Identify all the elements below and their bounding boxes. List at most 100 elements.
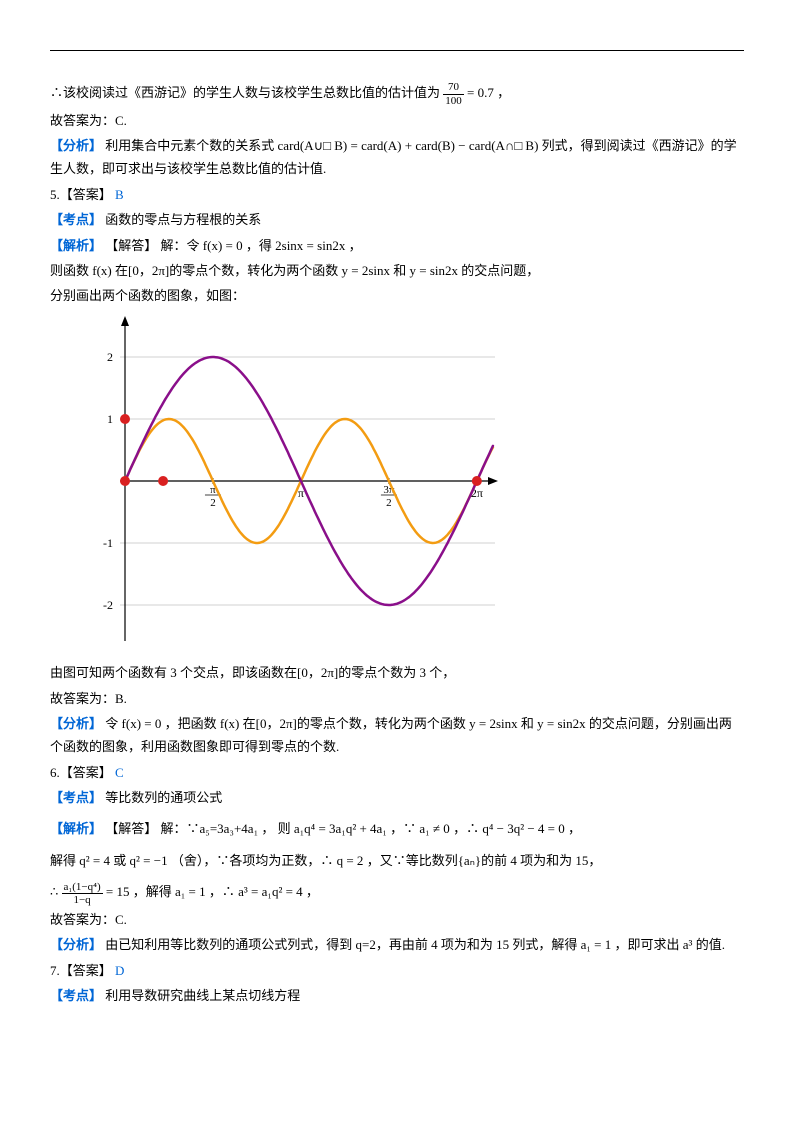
q5-conc2: 故答案为：B.	[50, 687, 744, 710]
jiexi-label: 【解析】	[50, 238, 102, 253]
q5-fenxi-a: 令	[105, 716, 121, 731]
q6-j3-f1: a₁ = 1	[175, 884, 206, 899]
answer-c: 故答案为：C.	[50, 109, 744, 132]
kaodian-label: 【考点】	[50, 212, 102, 227]
fenxi1a: 利用集合中元素个数的关系式	[105, 138, 277, 153]
q6-jiexi-3: ∴ a₁(1−q⁴) 1−q = 15 ，解得 a₁ = 1 ，∴ a³ = a…	[50, 880, 744, 906]
q6-j2d: ，又∵等比数列{aₙ}的前 4 项为和为 15，	[367, 853, 602, 868]
q5-kaodian: 【考点】 函数的零点与方程根的关系	[50, 208, 744, 231]
q6-j2c: （舍），∵各项均为正数，∴	[171, 853, 337, 868]
intro-fraction: 70 100	[443, 81, 464, 106]
q6-kaodian: 【考点】 等比数列的通项公式	[50, 786, 744, 809]
q5-ans: B	[115, 187, 124, 202]
kaodian-label: 【考点】	[50, 988, 102, 1003]
q6-j3b: ，解得	[133, 884, 175, 899]
q6-fenxi: 【分析】 由已知利用等比数列的通项公式列式，得到 q=2，再由前 4 项为和为 …	[50, 933, 744, 956]
q7-kaodian: 【考点】 利用导数研究曲线上某点切线方程	[50, 984, 744, 1007]
q6-fraction: a₁(1−q⁴) 1−q	[62, 881, 103, 906]
q6-j1c: ，∴	[453, 821, 482, 836]
q6-ans-label: 6.【答案】	[50, 765, 112, 780]
q6-fenxi-b: ，即可求出	[615, 937, 683, 952]
q5-j2b: 在[0，2π]的零点个数，转化为两个函数	[115, 263, 341, 278]
q6-j1-f2: a₁ ≠ 0	[419, 821, 449, 836]
q5-fenxi-c: 在[0，2π]的零点个数，转化为两个函数	[243, 716, 469, 731]
svg-text:2: 2	[386, 497, 392, 509]
q6-fenxi-a: 由已知利用等比数列的通项公式列式，得到 q=2，再由前 4 项为和为 15 列式…	[105, 937, 580, 952]
q5-j1-f2: 2sinx = sin2x	[275, 238, 345, 253]
q6-fenxi-a3: a³	[683, 937, 693, 952]
q6-jiexi-2: 解得 q² = 4 或 q² = −1 （舍），∵各项均为正数，∴ q = 2 …	[50, 849, 744, 872]
q7-answer: 7.【答案】 D	[50, 959, 744, 982]
intro-eq: = 0.7 ，	[467, 85, 510, 100]
svg-text:1: 1	[107, 412, 113, 426]
q6-conc: 故答案为：C.	[50, 908, 744, 931]
q5-j2-y1: y = 2sinx	[342, 263, 391, 278]
q6-j1-f3: q⁴ − 3q² − 4 = 0	[482, 821, 564, 836]
q6-j1a: 解：∵a₅=3a₃+4a₁ ， 则	[161, 821, 294, 836]
intro-text: ∴该校阅读过《西游记》的学生人数与该校学生总数比值的估计值为	[50, 85, 443, 100]
q5-jiexi-1: 【解析】 【解答】 解：令 f(x) = 0 ，得 2sinx = sin2x …	[50, 234, 744, 257]
q5-fenxi-f: f(x) = 0	[122, 716, 162, 731]
q6-j2b: 或	[113, 853, 129, 868]
frac-num: 70	[443, 81, 464, 94]
frac-den: 100	[443, 95, 464, 107]
q5-j1-f: f(x) = 0	[203, 238, 243, 253]
q5-j2-y2: y = sin2x	[410, 263, 459, 278]
q7-ans: D	[115, 963, 124, 978]
q6-j3a: ∴	[50, 884, 62, 899]
q6-j2-f1: q² = 4	[79, 853, 110, 868]
jieda-label: 【解答】	[105, 238, 157, 253]
svg-text:2: 2	[107, 350, 113, 364]
fenxi-label: 【分析】	[50, 138, 102, 153]
q6-j3c: ，∴	[209, 884, 238, 899]
q6-j3d: ，	[306, 884, 319, 899]
q5-conc1: 由图可知两个函数有 3 个交点，即该函数在[0，2π]的零点个数为 3 个，	[50, 661, 744, 684]
sine-svg: -2-112π2π3π22π	[70, 316, 500, 646]
fenxi-1: 【分析】 利用集合中元素个数的关系式 card(A∪□ B) = card(A)…	[50, 134, 744, 181]
q6-jiexi-1: 【解析】 【解答】 解：∵a₅=3a₃+4a₁ ， 则 a₁q⁴ = 3a₁q²…	[50, 817, 744, 840]
svg-text:2: 2	[210, 497, 216, 509]
q6-fenxi-c: 的值.	[696, 937, 725, 952]
fenxi-label: 【分析】	[50, 716, 102, 731]
q5-j2d: 的交点问题，	[461, 263, 539, 278]
q5-fenxi-fx: f(x)	[220, 716, 240, 731]
q5-j1c: ，	[349, 238, 362, 253]
frac-den: 1−q	[62, 894, 103, 906]
q5-fenxi-y2: y = sin2x	[537, 716, 586, 731]
jieda-label: 【解答】	[105, 821, 157, 836]
kaodian-label: 【考点】	[50, 790, 102, 805]
q5-jiexi-2: 则函数 f(x) 在[0，2π]的零点个数，转化为两个函数 y = 2sinx …	[50, 259, 744, 282]
q5-fenxi-d: 和	[521, 716, 537, 731]
q5-ans-label: 5.【答案】	[50, 187, 112, 202]
q5-fenxi-b: ，把函数	[165, 716, 220, 731]
intro-line: ∴该校阅读过《西游记》的学生人数与该校学生总数比值的估计值为 70 100 = …	[50, 81, 744, 107]
q6-ans: C	[115, 765, 124, 780]
q5-kaodian-text: 函数的零点与方程根的关系	[105, 212, 261, 227]
q5-jiexi-3: 分别画出两个函数的图象，如图：	[50, 284, 744, 307]
jiexi-label: 【解析】	[50, 821, 102, 836]
q6-j3-eq: = 15	[106, 884, 130, 899]
header-rule	[50, 50, 744, 51]
q6-j1d: ，	[568, 821, 581, 836]
q5-j2c: 和	[393, 263, 409, 278]
q6-j2-f2: q² = −1	[130, 853, 168, 868]
q7-kaodian-text: 利用导数研究曲线上某点切线方程	[105, 988, 300, 1003]
q6-answer: 6.【答案】 C	[50, 761, 744, 784]
frac-num: a₁(1−q⁴)	[62, 881, 103, 894]
q5-answer: 5.【答案】 B	[50, 183, 744, 206]
svg-text:-1: -1	[103, 536, 113, 550]
q7-ans-label: 7.【答案】	[50, 963, 112, 978]
q5-j1b: ，得	[246, 238, 275, 253]
q5-fenxi: 【分析】 令 f(x) = 0 ，把函数 f(x) 在[0，2π]的零点个数，转…	[50, 712, 744, 759]
svg-text:-2: -2	[103, 598, 113, 612]
q6-j2-f3: q = 2	[337, 853, 364, 868]
q6-j1b: ，∵	[390, 821, 419, 836]
q5-fenxi-y1: y = 2sinx	[469, 716, 518, 731]
sine-chart: -2-112π2π3π22π	[70, 316, 744, 653]
fenxi1-formula: card(A∪□ B) = card(A) + card(B) − card(A…	[278, 138, 539, 153]
q6-kaodian-text: 等比数列的通项公式	[105, 790, 222, 805]
fenxi-label: 【分析】	[50, 937, 102, 952]
q6-j3-f2: a³ = a₁q² = 4	[238, 884, 303, 899]
q6-fenxi-f: a₁ = 1	[581, 937, 612, 952]
q5-j2-fx: f(x)	[92, 263, 112, 278]
